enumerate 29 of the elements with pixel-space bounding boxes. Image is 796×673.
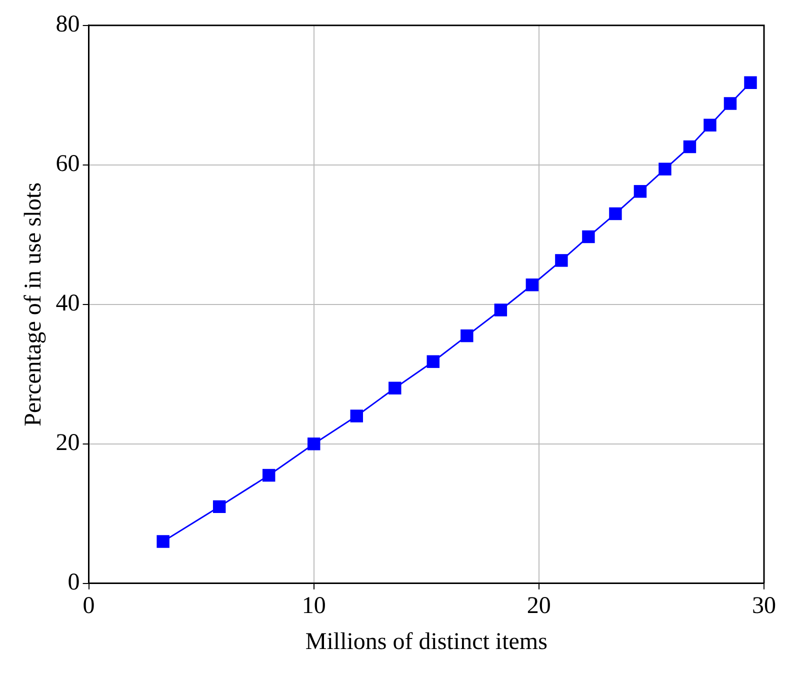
y-tick-label: 80 bbox=[56, 12, 80, 38]
point bbox=[683, 140, 696, 154]
point bbox=[555, 254, 568, 267]
point bbox=[426, 355, 440, 368]
point bbox=[350, 410, 363, 422]
x-axis-title: Millions of distinct items bbox=[305, 628, 548, 655]
point bbox=[724, 97, 737, 110]
x-tick-label: 30 bbox=[752, 593, 776, 620]
y-axis-title: Percentage of in use slots bbox=[20, 182, 47, 426]
x-tick-label: 20 bbox=[526, 593, 551, 620]
point bbox=[634, 185, 647, 198]
point bbox=[609, 207, 622, 220]
y-tick-label: 40 bbox=[56, 290, 80, 317]
point bbox=[308, 438, 320, 450]
y-tick-label: 0 bbox=[68, 570, 80, 596]
x-tick-label: 10 bbox=[302, 593, 326, 620]
point bbox=[388, 382, 402, 394]
point bbox=[704, 118, 716, 132]
point bbox=[658, 162, 672, 176]
point bbox=[460, 329, 474, 342]
point bbox=[494, 304, 508, 316]
point bbox=[156, 535, 170, 548]
point bbox=[526, 278, 539, 292]
point bbox=[582, 230, 595, 244]
point bbox=[212, 500, 226, 514]
y-tick-label: 60 bbox=[56, 151, 80, 178]
y-tick-label: 20 bbox=[56, 430, 80, 456]
point bbox=[262, 468, 276, 482]
point bbox=[744, 76, 757, 89]
